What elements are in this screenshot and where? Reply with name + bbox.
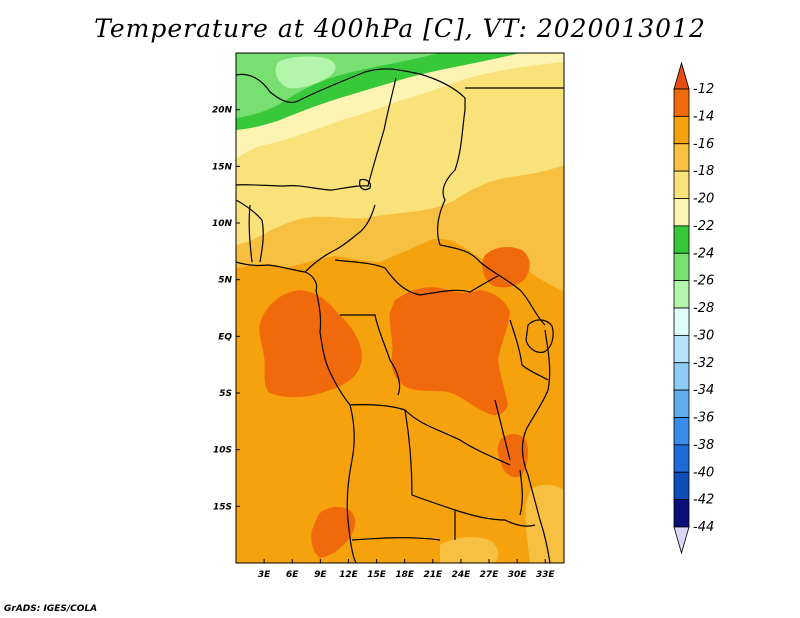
border-namibia <box>351 537 441 541</box>
border-mali-niger <box>236 199 264 263</box>
colorbar-box <box>673 170 690 199</box>
colorbar-label: -38 <box>693 438 714 453</box>
colorbar-label: -18 <box>693 164 714 179</box>
lake-tanganyika <box>494 399 511 461</box>
colorbar-label: -44 <box>693 520 714 535</box>
colorbar: -12 -14 -16 -18 -20 -22 -24 -26 -28 -30 -32 -34 -36 -… <box>673 61 714 555</box>
lat-tick-label: 10S <box>213 446 232 456</box>
colorbar-label: -34 <box>693 383 714 398</box>
colorbar-label: -22 <box>693 219 714 234</box>
lake-victoria <box>525 319 554 353</box>
colorbar-label: -42 <box>693 493 714 508</box>
lake-malawi <box>519 469 523 516</box>
colorbar-box <box>673 225 690 254</box>
colorbar-label: -16 <box>693 137 714 152</box>
temp-band-14-12-west <box>259 290 362 398</box>
border-angola-zambia <box>404 409 456 540</box>
colorbar-label: -30 <box>693 328 714 343</box>
colorbar-bottom-triangle <box>673 526 690 555</box>
temp-band-18-16-southeast <box>525 484 564 563</box>
temperature-field <box>236 53 564 563</box>
colorbar-label: -20 <box>693 192 714 207</box>
country-borders <box>236 68 564 563</box>
lat-tick-label: 5N <box>218 276 232 286</box>
lon-tick-label: 9E <box>314 570 327 580</box>
colorbar-top-triangle <box>673 61 690 90</box>
lat-tick-label: 15N <box>212 162 233 172</box>
colorbar-label: -28 <box>693 301 714 316</box>
latitude-axis: 20N 15N 10N 5N EQ 5S 10S 15S <box>212 106 240 512</box>
colorbar-box <box>673 471 690 501</box>
lon-tick-label: 12E <box>339 570 359 580</box>
colorbar-box <box>673 389 690 418</box>
lat-tick-label: 5S <box>219 389 232 399</box>
colorbar-box <box>673 280 690 309</box>
lon-tick-label: 24E <box>452 570 472 580</box>
colorbar-label: -40 <box>693 465 714 480</box>
colorbar-box <box>673 499 690 528</box>
lon-tick-label: 30E <box>508 570 528 580</box>
colorbar-box <box>673 362 690 391</box>
coastline-west <box>236 261 357 563</box>
border-zambia-east <box>454 509 536 527</box>
lon-tick-label: 15E <box>367 570 387 580</box>
border-sudan-south <box>439 244 546 326</box>
border-drc-angola <box>349 404 511 466</box>
temp-band-14-12-south <box>311 507 356 558</box>
map-frame <box>235 52 565 564</box>
border-niger-chad <box>236 77 397 191</box>
colorbar-box <box>673 307 690 336</box>
lat-tick-label: 10N <box>212 219 233 229</box>
colorbar-label: -14 <box>693 109 714 124</box>
lake-chad <box>359 178 371 191</box>
border-nigeria-cameroon <box>304 204 376 273</box>
border-car <box>334 259 499 296</box>
colorbar-box <box>673 252 690 282</box>
colorbar-box <box>673 88 690 117</box>
colorbar-box <box>673 334 690 364</box>
temp-band-14-12-east <box>389 287 510 416</box>
map-title: Temperature at 400hPa [C], VT: 202001301… <box>94 14 706 43</box>
border-congo-drc <box>340 314 401 396</box>
grads-credit: GrADS: IGES/COLA <box>4 604 98 614</box>
colorbar-box <box>673 115 690 145</box>
colorbar-label: -32 <box>693 356 714 371</box>
colorbar-label: -12 <box>693 82 714 97</box>
temp-band-14-12-lake <box>497 434 529 478</box>
colorbar-label: -26 <box>693 274 714 289</box>
lat-tick-label: EQ <box>218 332 232 342</box>
colorbar-box <box>673 143 690 172</box>
border-benin-togo <box>248 204 253 263</box>
colorbar-box <box>673 444 690 473</box>
lon-tick-label: 6E <box>286 570 299 580</box>
border-chad-sudan <box>436 109 466 246</box>
lon-tick-label: 18E <box>395 570 415 580</box>
longitude-axis: 3E 6E 9E 12E 15E 18E 21E 24E 27E 30E 33E <box>258 559 556 580</box>
lat-tick-label: 20N <box>212 106 233 116</box>
border-kenya-uganda <box>509 319 549 381</box>
colorbar-label: -36 <box>693 411 714 426</box>
coastline-east <box>521 329 551 563</box>
colorbar-box <box>673 198 690 227</box>
temp-band-28-26 <box>275 56 336 89</box>
lon-tick-label: 3E <box>258 570 271 580</box>
lon-tick-label: 33E <box>536 570 556 580</box>
lat-tick-label: 15S <box>213 502 232 512</box>
border-libya-chad <box>299 68 466 110</box>
lon-tick-label: 21E <box>423 570 443 580</box>
colorbar-label: -24 <box>693 246 714 261</box>
lon-tick-label: 27E <box>480 570 500 580</box>
colorbar-box <box>673 417 690 446</box>
temp-band-18-16-south <box>440 537 499 563</box>
border-sahara-west <box>236 73 301 104</box>
